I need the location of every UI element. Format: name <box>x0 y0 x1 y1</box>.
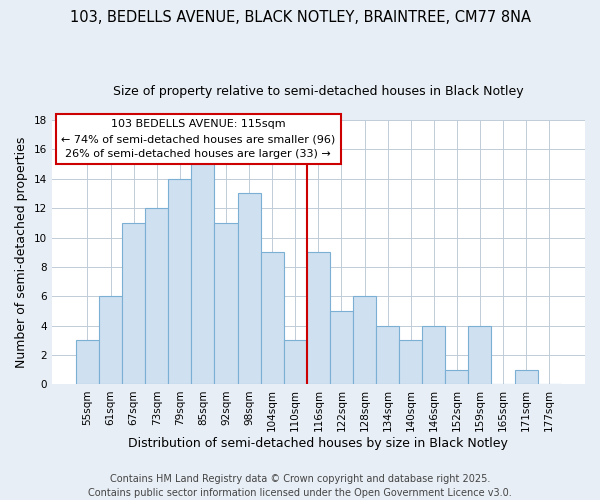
Bar <box>330 311 353 384</box>
Bar <box>469 326 491 384</box>
Y-axis label: Number of semi-detached properties: Number of semi-detached properties <box>15 136 28 368</box>
Bar <box>284 340 307 384</box>
Bar <box>515 370 538 384</box>
Title: Size of property relative to semi-detached houses in Black Notley: Size of property relative to semi-detach… <box>113 85 524 98</box>
Text: 103 BEDELLS AVENUE: 115sqm
← 74% of semi-detached houses are smaller (96)
26% of: 103 BEDELLS AVENUE: 115sqm ← 74% of semi… <box>61 120 335 159</box>
Bar <box>238 194 260 384</box>
Bar <box>353 296 376 384</box>
Bar <box>422 326 445 384</box>
Bar <box>168 179 191 384</box>
X-axis label: Distribution of semi-detached houses by size in Black Notley: Distribution of semi-detached houses by … <box>128 437 508 450</box>
Bar <box>260 252 284 384</box>
Bar <box>307 252 330 384</box>
Bar <box>376 326 399 384</box>
Bar <box>191 164 214 384</box>
Bar <box>99 296 122 384</box>
Bar <box>76 340 99 384</box>
Bar <box>445 370 469 384</box>
Text: 103, BEDELLS AVENUE, BLACK NOTLEY, BRAINTREE, CM77 8NA: 103, BEDELLS AVENUE, BLACK NOTLEY, BRAIN… <box>70 10 530 25</box>
Bar <box>214 223 238 384</box>
Text: Contains HM Land Registry data © Crown copyright and database right 2025.
Contai: Contains HM Land Registry data © Crown c… <box>88 474 512 498</box>
Bar <box>122 223 145 384</box>
Bar <box>399 340 422 384</box>
Bar <box>145 208 168 384</box>
